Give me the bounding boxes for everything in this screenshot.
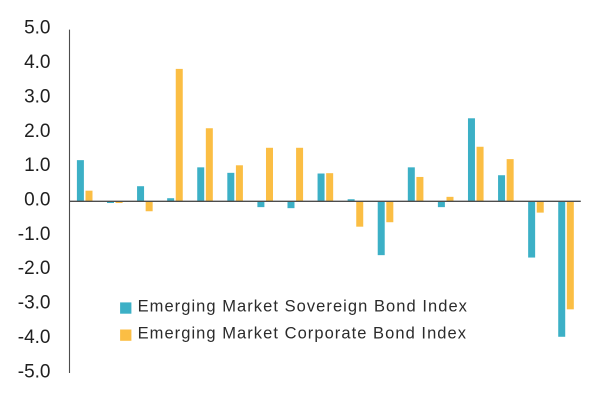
svg-text:4.0: 4.0 [24, 52, 50, 73]
svg-text:2.0: 2.0 [24, 121, 50, 142]
svg-text:5.0: 5.0 [24, 18, 50, 39]
svg-text:-4.0: -4.0 [18, 327, 51, 348]
svg-text:-5.0: -5.0 [18, 361, 51, 382]
svg-text:Emerging Market Sovereign Bond: Emerging Market Sovereign Bond Index [138, 298, 468, 316]
svg-text:-2.0: -2.0 [18, 258, 51, 279]
svg-text:0.0: 0.0 [24, 190, 50, 211]
svg-text:-1.0: -1.0 [18, 224, 51, 245]
svg-text:-3.0: -3.0 [18, 293, 51, 314]
svg-text:Emerging Market Corporate Bond: Emerging Market Corporate Bond Index [138, 325, 467, 343]
svg-text:1.0: 1.0 [24, 155, 50, 176]
svg-text:3.0: 3.0 [24, 86, 50, 107]
